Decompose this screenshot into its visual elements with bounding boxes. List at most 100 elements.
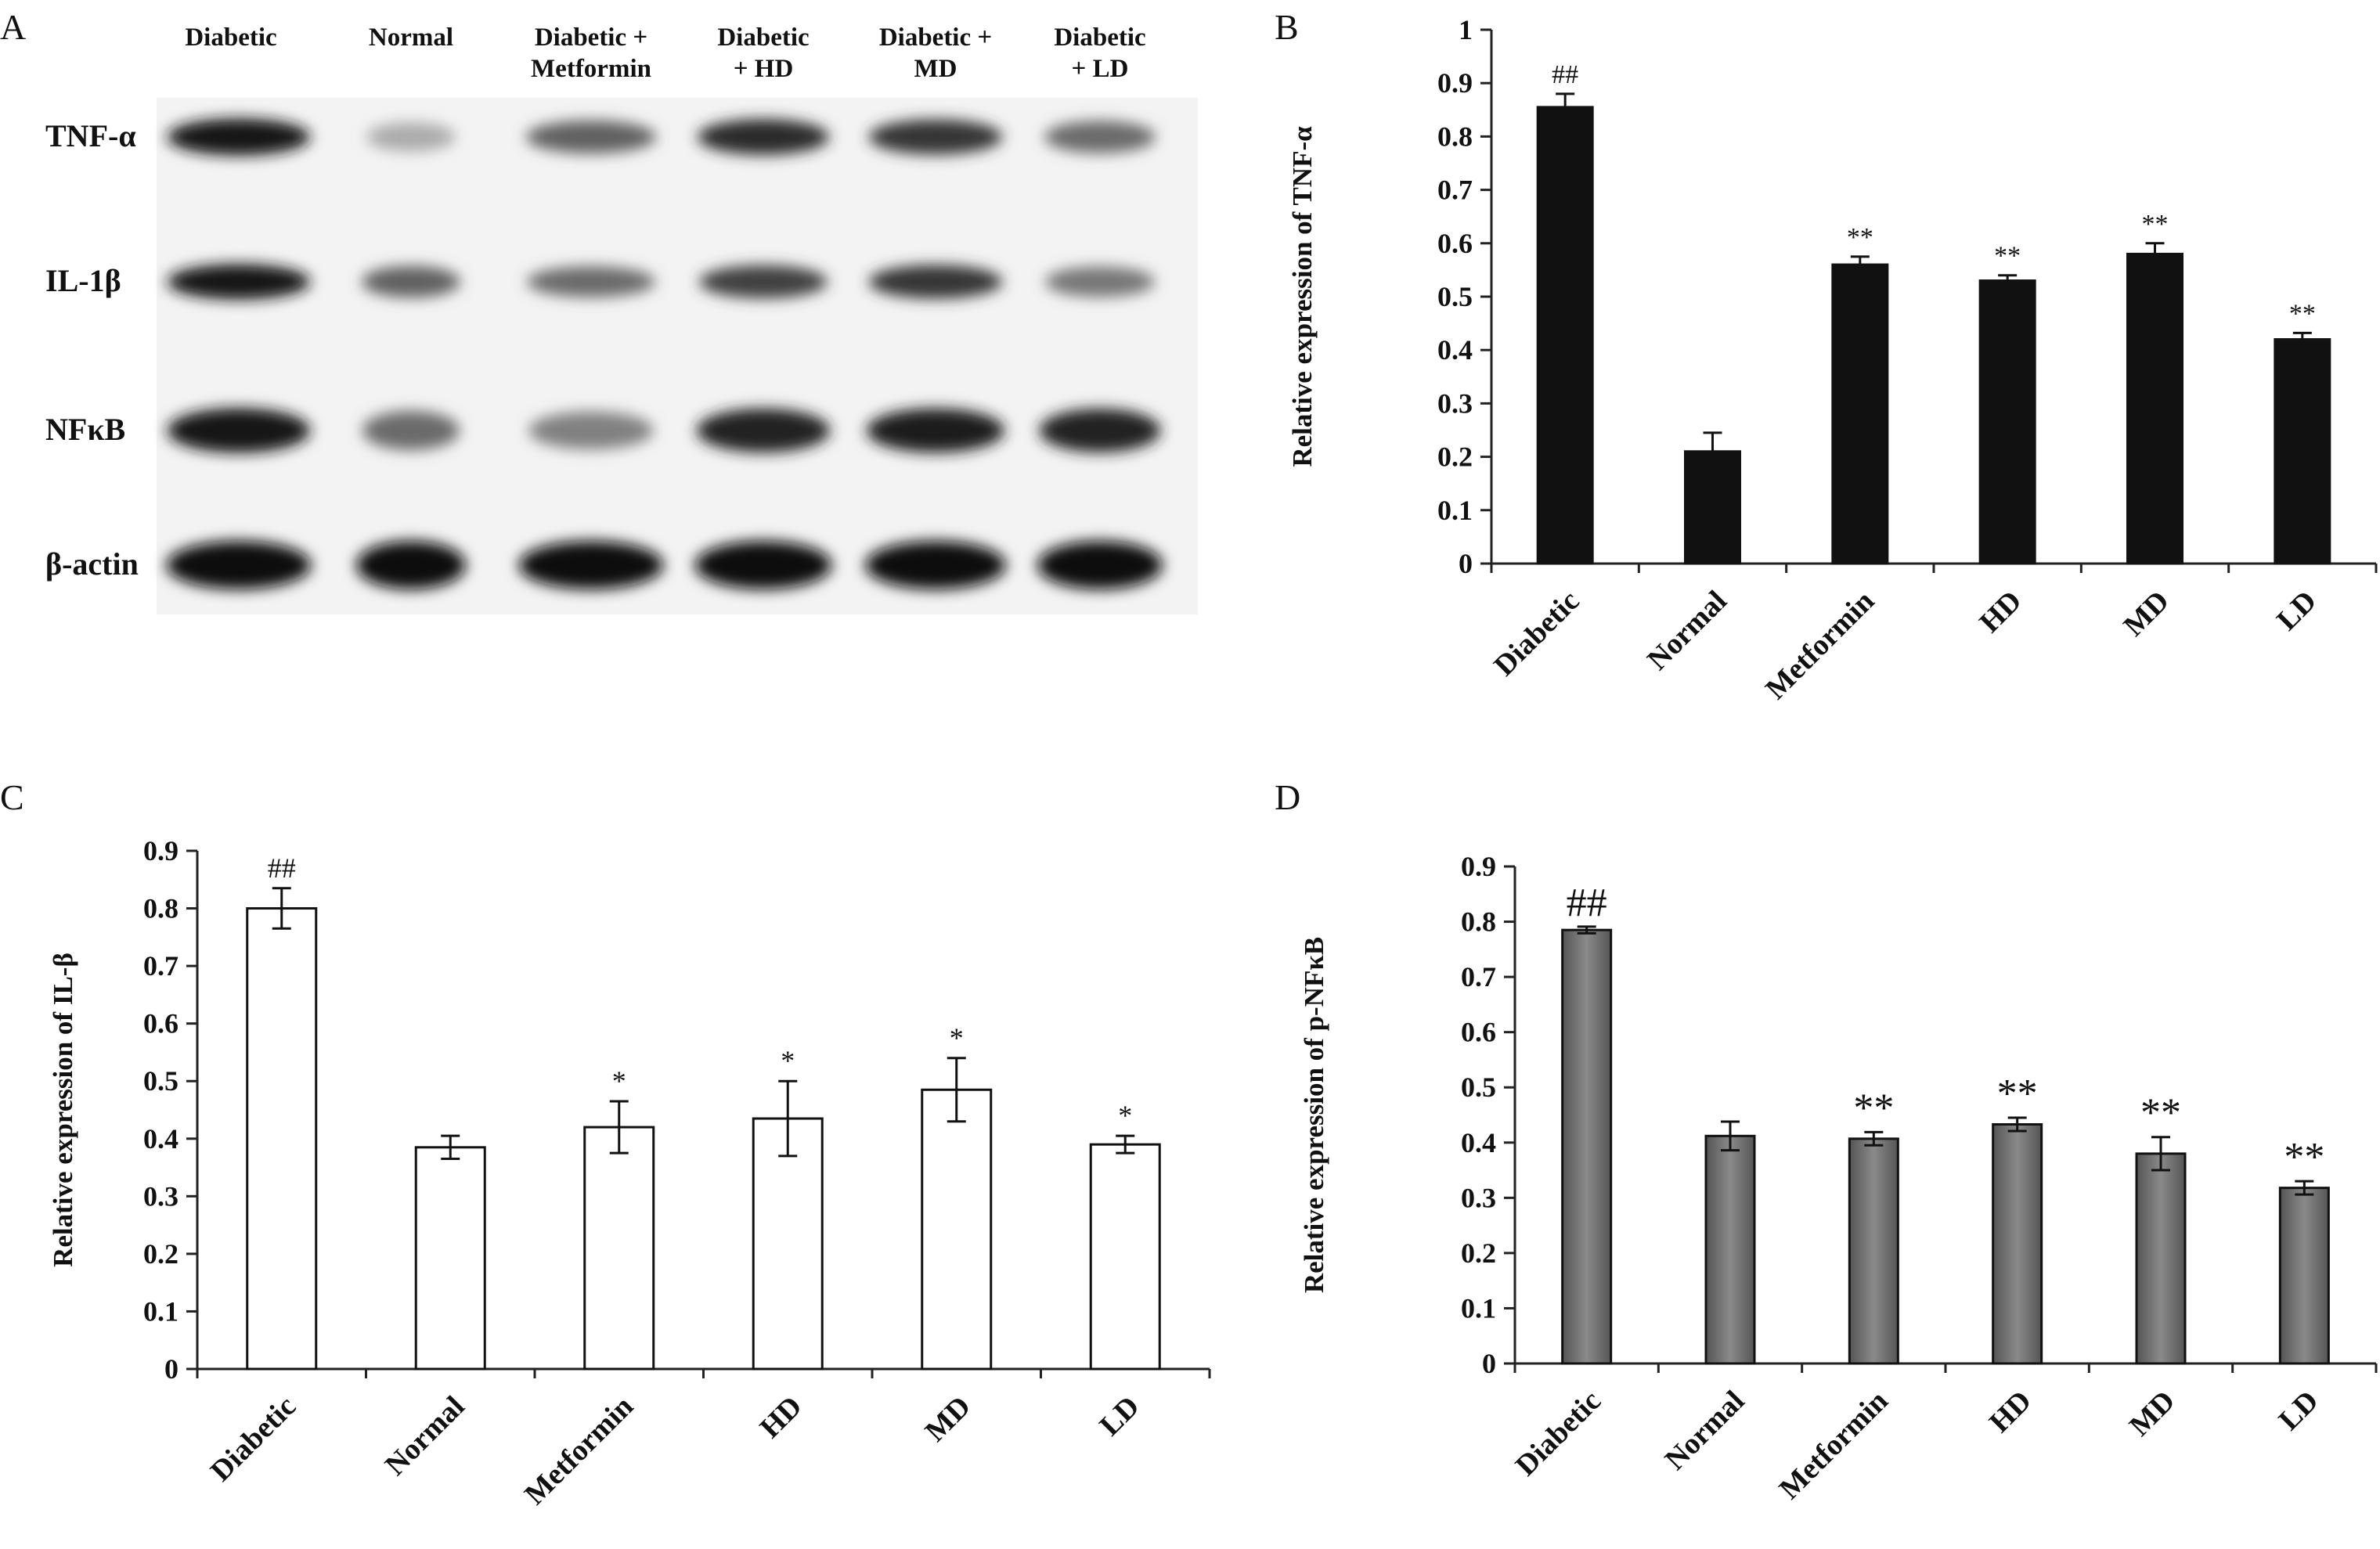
lane-label-line: Diabetic <box>717 23 809 52</box>
lane-label-3: Diabetic + HD <box>717 23 809 83</box>
error-bar-hd <box>1998 274 2018 287</box>
significance-mark-md: ** <box>2142 210 2169 239</box>
error-bar-hd <box>778 1079 798 1158</box>
lane-label-line: + LD <box>1072 55 1129 83</box>
x-tick-label-hd: HD <box>754 1390 809 1445</box>
band-nfkb-diabetic <box>167 408 311 453</box>
error-bar-md <box>2151 1136 2170 1172</box>
y-tick-label: 0.9 <box>1437 67 1473 99</box>
y-tick-label: 0.8 <box>143 893 178 924</box>
lane-label-line: Diabetic + <box>879 23 992 52</box>
bar-normal <box>414 1146 486 1371</box>
lane-label-line: Diabetic <box>185 23 276 52</box>
y-tick-label: 0 <box>1482 1348 1496 1379</box>
band-tnf-alpha-diabetic-ld <box>1044 121 1156 153</box>
y-axis-title: Relative expression of IL-β <box>48 953 78 1267</box>
error-bar-diabetic <box>272 887 291 930</box>
bar-ld <box>2274 338 2331 565</box>
significance-mark-hd: ** <box>1994 242 2021 271</box>
error-bar-hd <box>2007 1116 2027 1133</box>
error-bar-normal <box>441 1134 460 1161</box>
band-il-1beta-diabetic-ld <box>1045 266 1155 297</box>
y-tick-label: 0.4 <box>1461 1127 1496 1158</box>
significance-mark-diabetic: ## <box>1552 60 1578 89</box>
error-bar-metformin <box>609 1100 629 1155</box>
x-tick-label-metformin: Metformin <box>518 1390 640 1511</box>
error-bar-metformin <box>1864 1130 1884 1147</box>
blot-row-label-tnf-alpha: TNF-α <box>45 118 136 153</box>
y-tick-label: 0.5 <box>1461 1072 1496 1103</box>
x-tick-label-diabetic: Diabetic <box>1488 585 1585 683</box>
y-tick-label: 0.3 <box>1437 387 1473 419</box>
y-tick-label: 0.4 <box>1437 334 1473 366</box>
band-beta-actin-diabetic-ld <box>1037 541 1163 589</box>
band-il-1beta-normal <box>362 265 460 298</box>
y-tick-label: 0.5 <box>143 1065 178 1097</box>
bar-hd <box>1992 1122 2043 1365</box>
significance-mark-metformin: ** <box>1847 223 1873 252</box>
band-beta-actin-normal <box>356 541 466 589</box>
lane-label-1: Normal <box>369 23 453 52</box>
lane-label-line: + HD <box>734 55 794 83</box>
error-bar-metformin <box>1850 255 1870 274</box>
significance-mark-ld: ** <box>2289 299 2316 328</box>
significance-mark-diabetic: ## <box>1567 881 1607 925</box>
y-tick-label: 0.6 <box>143 1008 178 1039</box>
tnf-alpha-bar-chart: 0 0.1 0.2 0.3 0.4 0.5 0.6 0.7 0.8 0.9 1 Relative ex… <box>1287 14 2378 706</box>
band-beta-actin-diabetic-md <box>865 541 1006 589</box>
x-tick-label-ld: LD <box>1094 1390 1146 1443</box>
significance-mark-hd: ** <box>1997 1072 2038 1116</box>
lane-label-0: Diabetic <box>185 23 276 52</box>
y-axis-title: Relative expression of p-NFκB <box>1299 937 1329 1293</box>
y-tick-label: 0.7 <box>1437 175 1473 206</box>
y-tick-label: 0.2 <box>1437 441 1473 473</box>
bar-md <box>2135 1152 2187 1365</box>
y-tick-label: 0.7 <box>1461 961 1496 992</box>
x-tick-label-md: MD <box>2123 1385 2181 1443</box>
bar-metformin <box>1831 263 1889 565</box>
x-tick-label-metformin: Metformin <box>1773 1385 1895 1506</box>
error-bar-normal <box>1721 1120 1740 1152</box>
lane-label-2: Diabetic + Metformin <box>531 23 651 83</box>
band-beta-actin-diabetic-metformin <box>518 541 664 589</box>
error-bar-diabetic <box>1577 925 1596 935</box>
error-bar-diabetic <box>1556 92 1575 122</box>
x-tick-label-metformin: Metformin <box>1759 585 1881 706</box>
lane-label-line: Diabetic <box>1054 23 1145 52</box>
y-tick-label: 0.4 <box>143 1123 178 1155</box>
error-bar-md <box>2145 242 2165 266</box>
y-tick-label: 0.5 <box>1437 281 1473 312</box>
blot-row-label-il-1beta: IL-1β <box>45 263 121 298</box>
error-bar-md <box>947 1057 966 1123</box>
x-tick-label-normal: Normal <box>1641 585 1733 677</box>
significance-mark-hd: * <box>781 1045 795 1076</box>
band-tnf-alpha-normal <box>366 122 456 152</box>
y-tick-label: 0.9 <box>143 835 178 866</box>
y-tick-label: 0.8 <box>1461 906 1496 938</box>
y-tick-label: 0 <box>1459 548 1473 579</box>
band-beta-actin-diabetic <box>166 541 312 589</box>
band-beta-actin-diabetic-hd <box>694 541 832 589</box>
y-tick-label: 0 <box>164 1353 178 1385</box>
significance-mark-metformin: ** <box>1853 1086 1894 1130</box>
blot-row-label-beta-actin: β-actin <box>45 546 139 582</box>
y-tick-label: 0.7 <box>143 950 178 982</box>
panel-letter-c: C <box>0 777 24 817</box>
bar-diabetic <box>1536 106 1594 565</box>
band-tnf-alpha-diabetic-metformin <box>525 120 657 154</box>
bar-metformin <box>1848 1137 1899 1365</box>
bar-md <box>2126 252 2183 565</box>
band-nfkb-diabetic-hd <box>696 408 831 453</box>
bar-ld <box>1089 1143 1161 1371</box>
band-tnf-alpha-diabetic-hd <box>697 119 830 155</box>
panel-letter-d: D <box>1275 777 1301 817</box>
panel-letter-a: A <box>0 7 27 47</box>
band-tnf-alpha-diabetic <box>167 118 311 156</box>
lane-label-line: Metformin <box>531 55 651 83</box>
significance-mark-md: * <box>950 1022 964 1054</box>
band-nfkb-diabetic-md <box>866 408 1005 453</box>
y-tick-label: 0.8 <box>1437 121 1473 152</box>
bar-diabetic <box>246 907 318 1371</box>
significance-mark-ld: ** <box>2284 1135 2324 1180</box>
band-il-1beta-diabetic-md <box>868 265 1003 299</box>
